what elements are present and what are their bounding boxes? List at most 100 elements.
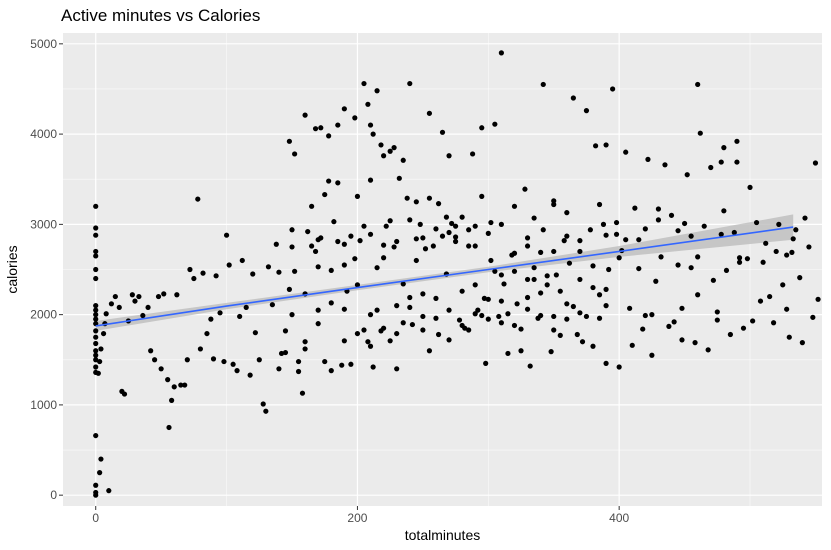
scatter-point	[744, 256, 751, 262]
scatter-point	[446, 307, 452, 313]
scatter-point	[695, 254, 701, 260]
scatter-point	[292, 151, 298, 157]
scatter-point	[784, 252, 790, 258]
points-group	[93, 50, 821, 498]
scatter-point	[498, 298, 504, 304]
scatter-point	[815, 296, 821, 302]
scatter-point	[577, 276, 583, 283]
x-tick-label: 400	[609, 511, 629, 525]
scatter-point	[339, 362, 345, 368]
scatter-point	[479, 312, 485, 319]
scatter-point	[93, 253, 99, 259]
scatter-point	[381, 153, 387, 159]
scatter-point	[596, 315, 603, 321]
scatter-point	[367, 231, 374, 237]
scatter-point	[302, 112, 308, 118]
scatter-point	[265, 264, 272, 270]
scatter-point	[767, 293, 773, 300]
scatter-point	[433, 295, 439, 301]
scatter-point	[433, 315, 439, 321]
scatter-point	[106, 488, 112, 494]
scatter-point	[148, 348, 154, 354]
scatter-point	[501, 281, 507, 287]
scatter-point	[632, 205, 638, 211]
scatter-point	[430, 243, 436, 249]
scatter-point	[247, 372, 253, 378]
scatter-point	[140, 312, 146, 319]
scatter-point	[426, 348, 433, 354]
scatter-point	[93, 357, 99, 363]
scatter-point	[466, 227, 472, 233]
scatter-point	[443, 214, 450, 220]
scatter-point	[348, 361, 354, 367]
scatter-point	[250, 271, 256, 277]
scatter-point	[93, 316, 99, 322]
scatter-point	[132, 298, 138, 304]
scatter-point	[426, 195, 433, 201]
scatter-point	[354, 282, 361, 288]
scatter-point	[483, 360, 489, 366]
scatter-point	[152, 357, 158, 363]
scatter-point	[221, 358, 227, 365]
scatter-point	[511, 250, 518, 256]
scatter-point	[564, 233, 570, 239]
scatter-point	[234, 367, 240, 374]
scatter-point	[812, 160, 819, 166]
scatter-point	[606, 266, 612, 273]
scatter-point	[282, 349, 289, 356]
scatter-point	[328, 267, 334, 274]
scatter-point	[289, 312, 295, 318]
x-axis-label: totalminutes	[405, 527, 480, 543]
scatter-point	[485, 296, 491, 302]
scatter-point	[322, 358, 328, 365]
scatter-point	[524, 243, 531, 249]
scatter-point	[603, 142, 609, 148]
scatter-point	[459, 214, 465, 220]
scatter-point	[93, 334, 99, 340]
scatter-point	[522, 186, 528, 192]
scatter-point	[459, 288, 465, 294]
scatter-point	[802, 215, 808, 221]
scatter-point	[200, 270, 206, 276]
scatter-point	[671, 319, 677, 325]
scatter-point	[420, 313, 426, 320]
scatter-point	[400, 281, 406, 287]
scatter-point	[603, 303, 609, 309]
scatter-point	[564, 210, 570, 216]
scatter-point	[658, 254, 664, 260]
scatter-point	[367, 312, 374, 318]
scatter-point	[230, 361, 236, 367]
scatter-point	[195, 196, 201, 202]
scatter-point	[312, 126, 319, 132]
scatter-point	[564, 301, 570, 307]
scatter-point	[492, 268, 498, 274]
scatter-point	[391, 244, 397, 250]
scatter-point	[459, 322, 465, 329]
scatter-point	[577, 238, 583, 244]
scatter-point	[475, 307, 481, 313]
scatter-point	[322, 191, 328, 198]
scatter-point	[263, 408, 269, 414]
scatter-point	[174, 292, 180, 298]
scatter-point	[93, 348, 99, 354]
scatter-point	[679, 305, 685, 311]
scatter-point	[391, 145, 397, 151]
scatter-point	[446, 337, 452, 343]
scatter-point	[603, 360, 609, 366]
scatter-point	[538, 249, 544, 255]
scatter-point	[551, 198, 557, 204]
scatter-point	[357, 238, 363, 244]
scatter-point	[452, 223, 459, 229]
scatter-point	[404, 195, 410, 201]
scatter-point	[243, 304, 249, 311]
scatter-point	[97, 358, 103, 365]
scatter-point	[449, 220, 455, 227]
scatter-point	[370, 131, 376, 137]
scatter-point	[93, 303, 99, 309]
scatter-point	[341, 306, 347, 312]
scatter-point	[701, 223, 707, 229]
scatter-point	[93, 432, 99, 439]
scatter-point	[208, 316, 214, 322]
scatter-point	[417, 221, 423, 227]
scatter-point	[793, 227, 799, 233]
